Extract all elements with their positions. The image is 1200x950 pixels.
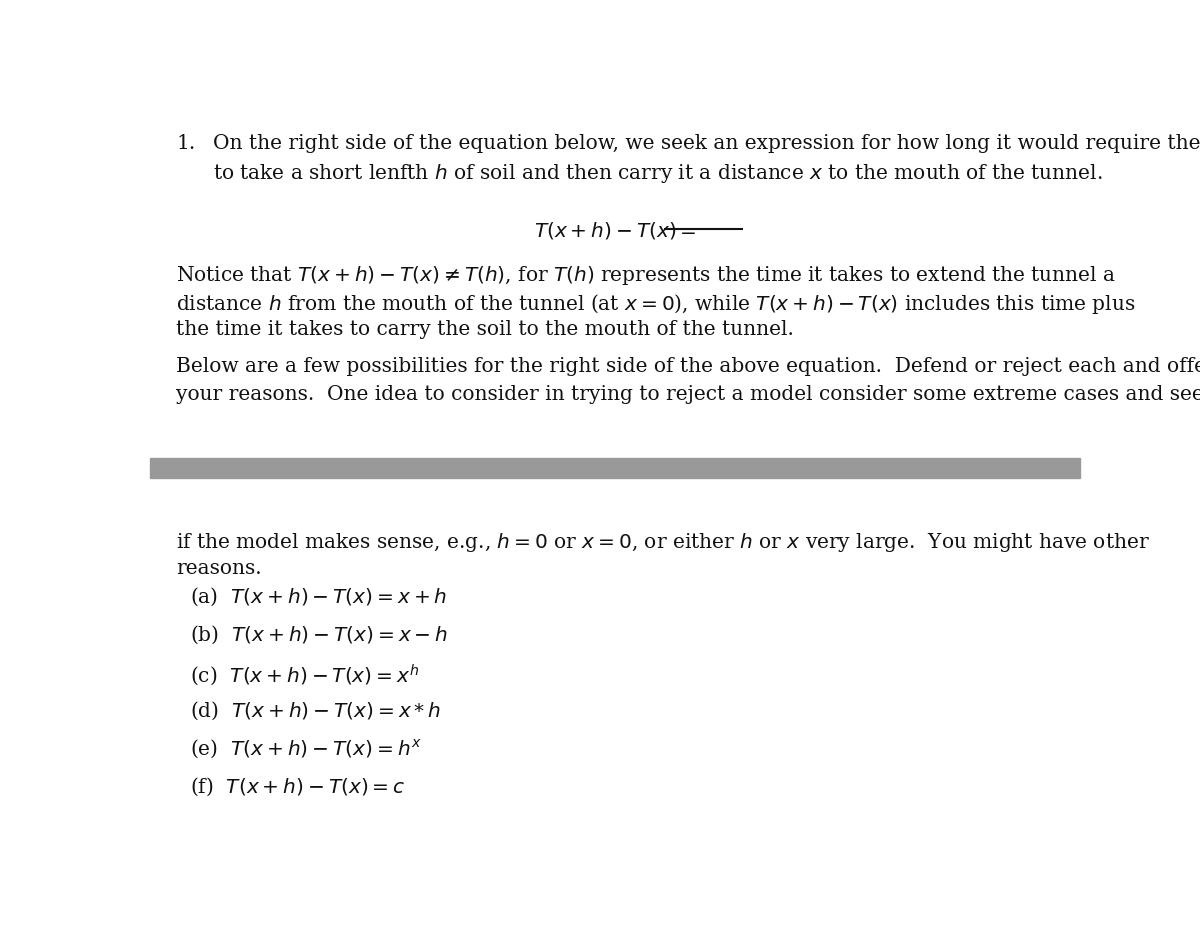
Text: (a)  $T(x+h) - T(x) = x + h$: (a) $T(x+h) - T(x) = x + h$ — [190, 586, 448, 608]
Text: $T(x+h) - T(x) =$: $T(x+h) - T(x) =$ — [534, 220, 696, 241]
Text: On the right side of the equation below, we seek an expression for how long it w: On the right side of the equation below,… — [214, 135, 1200, 154]
Text: the time it takes to carry the soil to the mouth of the tunnel.: the time it takes to carry the soil to t… — [176, 319, 794, 338]
Text: Below are a few possibilities for the right side of the above equation.  Defend : Below are a few possibilities for the ri… — [176, 357, 1200, 376]
Text: (d)  $T(x+h) - T(x) = x * h$: (d) $T(x+h) - T(x) = x * h$ — [190, 700, 442, 722]
Text: your reasons.  One idea to consider in trying to reject a model consider some ex: your reasons. One idea to consider in tr… — [176, 385, 1200, 404]
Text: to take a short lenfth $h$ of soil and then carry it a distance $x$ to the mouth: to take a short lenfth $h$ of soil and t… — [214, 162, 1103, 185]
Text: (f)  $T(x+h) - T(x) = c$: (f) $T(x+h) - T(x) = c$ — [190, 776, 406, 798]
Text: (e)  $T(x+h) - T(x) = h^x$: (e) $T(x+h) - T(x) = h^x$ — [190, 738, 421, 760]
Text: (c)  $T(x+h) - T(x) = x^h$: (c) $T(x+h) - T(x) = x^h$ — [190, 662, 419, 688]
Text: 1.: 1. — [176, 135, 196, 154]
Text: Notice that $T(x+h) - T(x) \neq T(h)$, for $T(h)$ represents the time it takes t: Notice that $T(x+h) - T(x) \neq T(h)$, f… — [176, 264, 1116, 287]
Text: if the model makes sense, e.g., $h = 0$ or $x = 0$, or either $h$ or $x$ very la: if the model makes sense, e.g., $h = 0$ … — [176, 531, 1150, 554]
Text: reasons.: reasons. — [176, 559, 262, 578]
Text: (b)  $T(x+h) - T(x) = x - h$: (b) $T(x+h) - T(x) = x - h$ — [190, 624, 448, 646]
Text: distance $h$ from the mouth of the tunnel (at $x = 0$), while $T(x+h) - T(x)$ in: distance $h$ from the mouth of the tunne… — [176, 292, 1135, 315]
Bar — [150, 458, 1080, 478]
